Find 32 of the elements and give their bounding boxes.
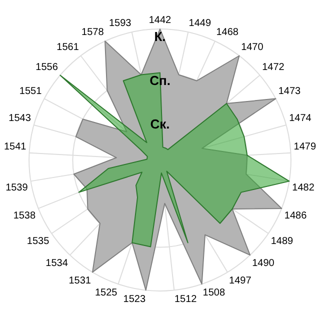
spoke-label: 1473: [278, 86, 302, 98]
spoke-label: 1512: [174, 294, 198, 305]
y-tick-label: Сп.: [150, 72, 170, 88]
spoke-label: 1525: [94, 288, 118, 299]
spoke-label: 1474: [289, 112, 312, 124]
spoke-label: 1523: [123, 294, 146, 305]
spoke-label: 1508: [202, 288, 226, 299]
spoke-label: 1561: [56, 42, 80, 54]
spoke-label: 1531: [68, 276, 92, 287]
spoke-label: 1578: [82, 27, 104, 38]
spoke-label: 1534: [46, 258, 68, 269]
spoke-label: 1489: [270, 236, 294, 247]
spoke-label: 1482: [292, 182, 315, 194]
spoke-label: 1543: [8, 112, 32, 124]
spoke-label: 1535: [26, 236, 50, 247]
spoke-label: 1442: [148, 14, 172, 26]
spoke-label: 1541: [4, 142, 27, 152]
spoke-label: 1497: [229, 276, 252, 287]
spoke-label: 1486: [284, 210, 308, 222]
spoke-label: 1539: [6, 182, 28, 194]
spoke-label: 1472: [262, 62, 285, 74]
spoke-label: 1538: [13, 210, 36, 222]
spoke-label: 1593: [108, 18, 132, 29]
y-tick-label: К.: [154, 29, 166, 44]
spoke-label: 1490: [252, 258, 275, 269]
spoke-label: 1449: [188, 18, 212, 29]
spoke-label: 1468: [216, 27, 239, 38]
y-tick-label: Ск.: [150, 116, 170, 132]
spoke-label: 1470: [241, 42, 264, 54]
spoke-label: 1479: [294, 142, 316, 152]
spoke-label: 1551: [19, 86, 42, 98]
spoke-label: 1556: [36, 62, 58, 74]
